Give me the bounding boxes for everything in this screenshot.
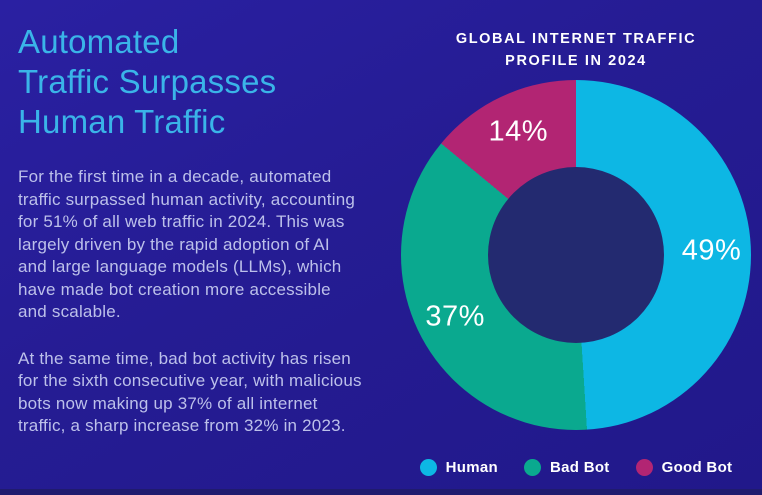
text-panel: Automated Traffic Surpasses Human Traffi… xyxy=(18,22,374,438)
slice-value-label: 37% xyxy=(425,300,485,333)
slice-value-label: 14% xyxy=(488,115,549,148)
paragraph-intro: For the first time in a decade, automate… xyxy=(18,167,356,321)
chart-legend: Human Bad Bot Good Bot xyxy=(390,459,762,476)
paragraph-bad-bots: At the same time, bad bot activity has r… xyxy=(18,348,362,436)
page-title: Automated Traffic Surpasses Human Traffi… xyxy=(18,23,277,140)
legend-item: Bad Bot xyxy=(524,459,610,476)
legend-label: Human xyxy=(445,459,498,476)
slice-value-label: 49% xyxy=(681,234,742,267)
chart-title: GLOBAL INTERNET TRAFFIC PROFILE IN 2024 xyxy=(455,31,697,69)
legend-item: Human xyxy=(419,459,498,476)
legend-dot-icon xyxy=(635,459,653,476)
legend-label: Good Bot xyxy=(661,459,733,476)
chart-panel: GLOBAL INTERNET TRAFFIC PROFILE IN 2024 … xyxy=(390,0,762,495)
donut-chart: 49% 37% 14% xyxy=(401,80,751,430)
bottom-bar xyxy=(0,489,762,495)
legend-dot-icon xyxy=(419,459,437,476)
legend-label: Bad Bot xyxy=(550,459,610,476)
donut-hole xyxy=(488,167,664,343)
legend-dot-icon xyxy=(524,459,541,476)
legend-item: Good Bot xyxy=(635,459,733,476)
